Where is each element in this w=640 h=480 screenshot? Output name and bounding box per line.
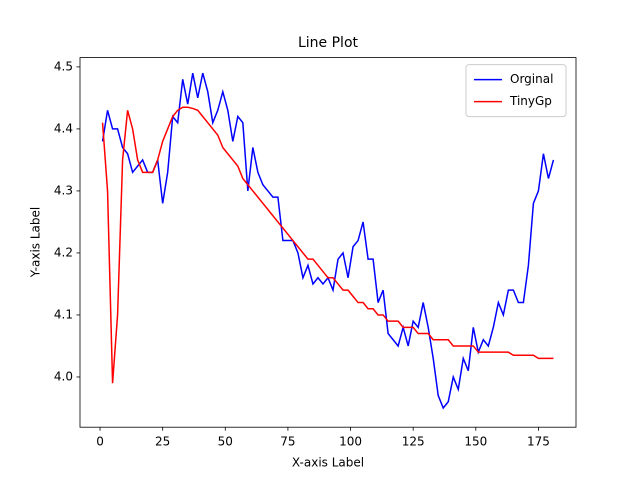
x-tick-label: 50 (218, 435, 233, 449)
y-tick-label: 4.5 (54, 59, 73, 73)
plot-frame (79, 57, 577, 428)
y-tick-label: 4.2 (54, 245, 73, 259)
x-tick-label: 125 (402, 435, 425, 449)
x-tick-label: 175 (527, 435, 550, 449)
x-tick-label: 100 (339, 435, 362, 449)
chart-title: Line Plot (298, 35, 359, 51)
y-axis-label: Y-axis Label (29, 207, 43, 278)
series-line (101, 106, 554, 384)
x-tick-label: 75 (280, 435, 295, 449)
y-tick-label: 4.1 (54, 307, 73, 321)
legend-label: TinyGp (509, 94, 552, 108)
x-tick-label: 25 (155, 435, 170, 449)
x-tick-label: 0 (96, 435, 104, 449)
y-tick-label: 4.0 (54, 369, 73, 383)
legend-box (465, 64, 567, 118)
y-tick-label: 4.3 (54, 183, 73, 197)
legend-label: Orginal (510, 72, 553, 86)
x-axis-label: X-axis Label (292, 456, 364, 470)
x-tick-label: 150 (464, 435, 487, 449)
y-tick-label: 4.4 (54, 121, 73, 135)
